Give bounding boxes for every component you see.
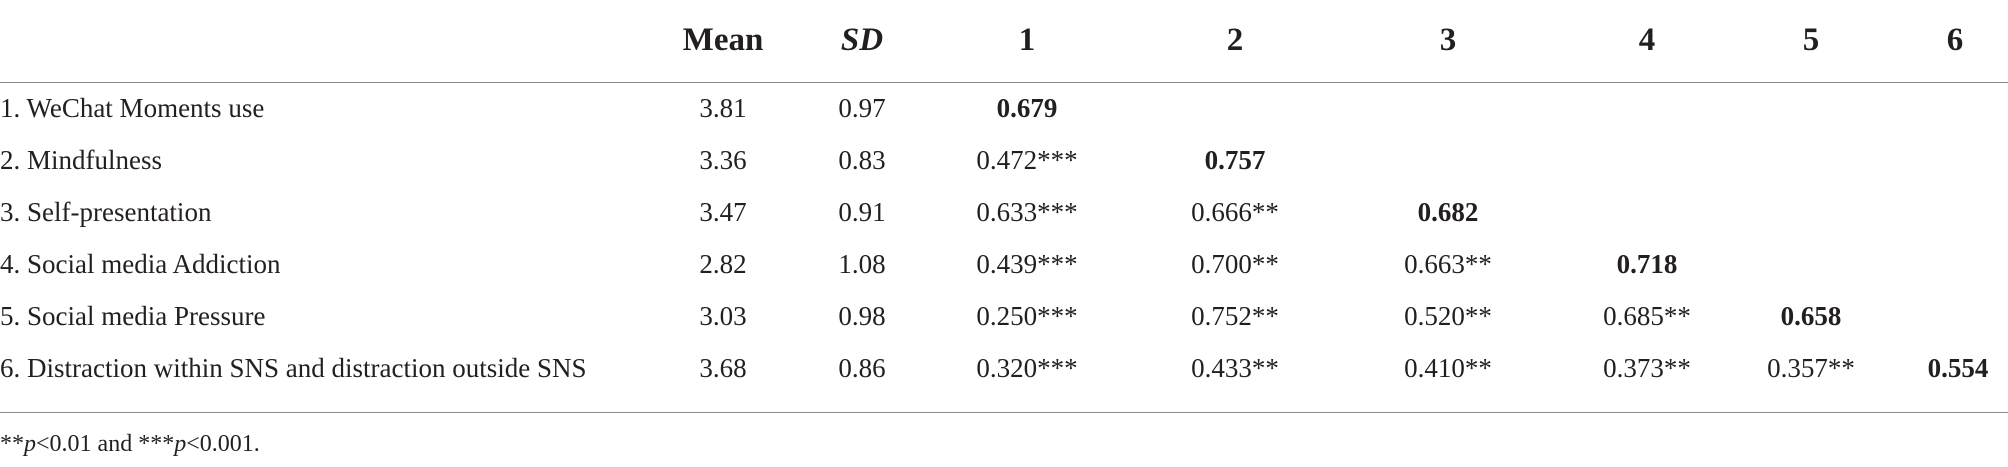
correlation-diagonal: 0.679 — [996, 93, 1058, 123]
mean-value: 3.81 — [699, 93, 747, 123]
sd-value: 0.98 — [838, 301, 886, 331]
mean-value: 3.68 — [699, 353, 747, 383]
correlation-cell: 0.666** — [1191, 197, 1279, 227]
footnote-threshold-2: <0.001. — [186, 431, 260, 457]
table-row: 3. Self-presentation 3.47 0.91 0.633*** … — [0, 186, 2008, 238]
correlation-cell: 0.520** — [1404, 301, 1492, 331]
correlation-diagonal: 0.718 — [1616, 249, 1678, 279]
header-col-5: 5 — [1802, 22, 1820, 58]
table-bottom-divider — [0, 412, 2008, 413]
sd-value: 0.86 — [838, 353, 886, 383]
row-label: 1. WeChat Moments use — [0, 93, 265, 123]
correlation-cell: 0.410** — [1404, 353, 1492, 383]
row-label: 2. Mindfulness — [0, 145, 162, 175]
correlation-cell: 0.685** — [1603, 301, 1691, 331]
table-row: 2. Mindfulness 3.36 0.83 0.472*** 0.757 — [0, 134, 2008, 186]
table-header-row: Mean SD 1 2 3 4 5 6 — [0, 0, 2008, 82]
header-divider — [0, 82, 2008, 83]
header-col-1: 1 — [1018, 22, 1036, 58]
footnote-threshold-1: <0.01 and *** — [36, 431, 175, 457]
correlation-diagonal: 0.757 — [1204, 145, 1266, 175]
correlation-cell: 0.633*** — [976, 197, 1078, 227]
table-row: 1. WeChat Moments use 3.81 0.97 0.679 — [0, 82, 2008, 134]
correlation-cell: 0.373** — [1603, 353, 1691, 383]
header-sd: SD — [840, 22, 884, 58]
sd-value: 0.91 — [838, 197, 886, 227]
mean-value: 3.47 — [699, 197, 747, 227]
mean-value: 2.82 — [699, 249, 747, 279]
correlation-diagonal: 0.682 — [1417, 197, 1479, 227]
correlation-cell: 0.433** — [1191, 353, 1279, 383]
correlation-cell: 0.752** — [1191, 301, 1279, 331]
header-col-3: 3 — [1439, 22, 1457, 58]
sd-value: 0.83 — [838, 145, 886, 175]
correlation-cell: 0.250*** — [976, 301, 1078, 331]
correlation-cell: 0.320*** — [976, 353, 1078, 383]
correlation-cell: 0.472*** — [976, 145, 1078, 175]
footnote-p-symbol: p — [24, 431, 36, 457]
sd-value: 1.08 — [838, 249, 886, 279]
row-label: 6. Distraction within SNS and distractio… — [0, 353, 587, 383]
row-label: 3. Self-presentation — [0, 197, 212, 227]
mean-value: 3.03 — [699, 301, 747, 331]
header-col-6: 6 — [1946, 22, 1964, 58]
row-label: 5. Social media Pressure — [0, 301, 266, 331]
correlation-cell: 0.700** — [1191, 249, 1279, 279]
correlation-cell: 0.663** — [1404, 249, 1492, 279]
mean-value: 3.36 — [699, 145, 747, 175]
footnote-stars-1: ** — [0, 431, 24, 457]
correlation-cell: 0.439*** — [976, 249, 1078, 279]
correlation-diagonal: 0.658 — [1780, 301, 1842, 331]
footnote-p-symbol: p — [174, 431, 187, 457]
table-row: 5. Social media Pressure 3.03 0.98 0.250… — [0, 290, 2008, 342]
row-label: 4. Social media Addiction — [0, 249, 281, 279]
header-col-2: 2 — [1226, 22, 1244, 58]
correlation-cell: 0.357** — [1767, 353, 1855, 383]
table-footnote: **p<0.01 and ***p<0.001. — [0, 426, 260, 462]
table-row: 4. Social media Addiction 2.82 1.08 0.43… — [0, 238, 2008, 290]
header-col-4: 4 — [1638, 22, 1656, 58]
table-row: 6. Distraction within SNS and distractio… — [0, 342, 2008, 394]
sd-value: 0.97 — [838, 93, 886, 123]
header-mean: Mean — [682, 22, 764, 58]
correlation-diagonal: 0.554 — [1927, 353, 1989, 383]
